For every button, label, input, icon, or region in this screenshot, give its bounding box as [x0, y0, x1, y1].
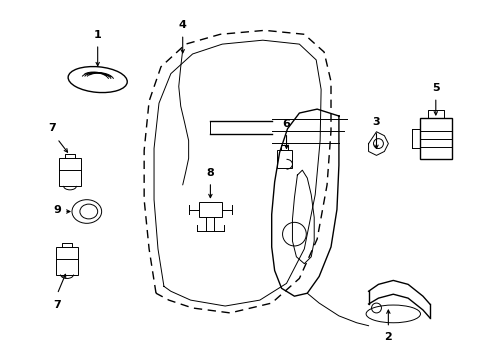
- Text: 3: 3: [372, 117, 380, 127]
- Text: 9: 9: [53, 204, 61, 215]
- Text: 2: 2: [384, 332, 391, 342]
- Text: 5: 5: [431, 84, 439, 93]
- Text: 4: 4: [179, 21, 186, 30]
- Text: 1: 1: [94, 30, 102, 40]
- Text: 7: 7: [48, 123, 56, 133]
- Text: 7: 7: [53, 300, 61, 310]
- Text: 6: 6: [282, 119, 290, 129]
- Text: 8: 8: [206, 168, 214, 178]
